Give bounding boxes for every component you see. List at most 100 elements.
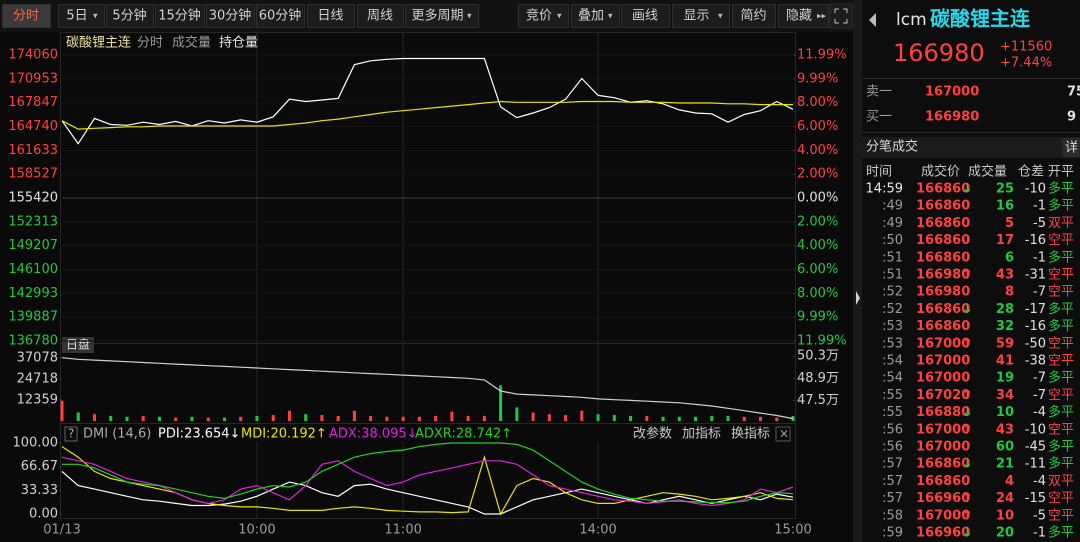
x-tick-label: 01/13 (43, 523, 80, 538)
toolbar-button[interactable] (106, 4, 154, 28)
trade-direction: ↑ (962, 388, 973, 403)
x-tick-label: 10:00 (238, 523, 275, 538)
trade-volume: 43 (996, 422, 1014, 437)
toolbar-button-label: 15分钟 (158, 8, 201, 24)
toolbar-button[interactable] (518, 4, 569, 28)
y2-tick-label: 6.00% (797, 119, 838, 134)
prev-symbol-arrow[interactable] (869, 13, 876, 27)
trade-time: :49 (882, 216, 903, 231)
volume-bar (531, 412, 535, 421)
collapse-handle[interactable] (856, 291, 860, 305)
volume-bar (759, 416, 763, 421)
y2-tick-label: 9.99% (797, 310, 838, 325)
chart-title: 碳酸锂主连 (66, 35, 131, 51)
volume-bar (742, 416, 746, 421)
y-tick-label: 142993 (8, 286, 58, 301)
trade-price: 166880 (916, 405, 970, 420)
toolbar-button[interactable] (58, 4, 105, 28)
chart-tab[interactable]: 成交量 (172, 35, 211, 51)
trade-price: 166860 (916, 199, 970, 214)
toolbar-button-label: 叠加 (578, 9, 604, 24)
trade-volume: 41 (996, 354, 1014, 369)
toolbar-button[interactable] (571, 4, 620, 28)
trade-oi-change: -50 (1025, 336, 1046, 351)
y-tick-label: 37078 (17, 350, 58, 365)
toolbar-button[interactable] (357, 4, 404, 28)
trade-oi-change: -11 (1025, 457, 1046, 472)
dropdown-icon: ▾ (557, 12, 562, 22)
volume-bar (694, 416, 698, 421)
toolbar-button[interactable] (2, 4, 51, 28)
volume-bar (596, 414, 600, 421)
trade-type: 多平 (1048, 456, 1074, 472)
trade-type: 空平 (1048, 388, 1074, 403)
toolbar-button[interactable] (672, 4, 730, 28)
trade-direction: ↑ (962, 422, 973, 437)
trade-volume: 10 (996, 405, 1014, 420)
trade-time: :54 (882, 354, 903, 369)
series-line (62, 442, 794, 504)
quote-price: 166980 (925, 110, 979, 125)
trade-type: 空平 (1048, 422, 1074, 437)
symbol-name: 碳酸锂主连 (930, 7, 1031, 31)
indicator-button[interactable]: 加指标 (682, 427, 721, 442)
trade-type: 多平 (1048, 439, 1074, 455)
toolbar-button[interactable] (155, 4, 205, 28)
y-tick-label: 167847 (8, 95, 58, 110)
chart-tab[interactable]: 分时 (137, 36, 163, 51)
help-icon: ? (68, 427, 74, 441)
volume-bar (417, 416, 421, 421)
y-tick-label: 66.67 (21, 459, 58, 474)
trade-oi-change: -4 (1033, 474, 1046, 489)
trade-price: 166980 (916, 268, 970, 283)
toolbar-button[interactable] (206, 4, 255, 28)
trade-type: 空平 (1048, 491, 1074, 506)
volume-bar (661, 416, 665, 421)
y-tick-label: 155420 (8, 191, 58, 206)
toolbar-button[interactable] (732, 4, 776, 28)
volume-bar (157, 416, 161, 421)
session-label: 日盘 (66, 337, 90, 352)
trade-price: 167020 (916, 388, 970, 403)
volume-bar (352, 410, 356, 421)
trade-time: :51 (882, 250, 903, 265)
dropdown-icon: ▾ (467, 12, 472, 22)
toolbar-button[interactable] (307, 4, 355, 28)
trade-price: 166960 (916, 526, 970, 541)
quote-volume: 75 (1067, 85, 1080, 100)
detail-button[interactable] (1062, 138, 1080, 157)
legend-entry: PDI:23.654↓ (158, 427, 240, 442)
help-button[interactable] (64, 426, 78, 442)
toolbar-button-label: 竞价 (526, 8, 552, 24)
trades-title: 分笔成交 (866, 139, 918, 155)
trade-time: :55 (882, 388, 903, 403)
toolbar-button[interactable] (621, 4, 670, 28)
volume-bar (515, 407, 519, 421)
volume-bar (174, 417, 178, 421)
volume-bar (564, 415, 568, 421)
toolbar-button[interactable] (405, 4, 479, 28)
y-tick-label: 161633 (8, 143, 58, 158)
fullscreen-button[interactable] (829, 3, 853, 29)
toolbar-button[interactable] (256, 4, 305, 28)
volume-bar (255, 415, 259, 421)
trade-time: :51 (882, 268, 903, 283)
chart-tab[interactable]: 持仓量 (219, 36, 258, 51)
column-header: 仓差 (1018, 165, 1044, 180)
close-indicator-button[interactable] (775, 426, 791, 442)
trade-time: :58 (882, 508, 903, 523)
trade-time: :54 (882, 371, 903, 386)
indicator-button[interactable]: 换指标 (731, 427, 770, 442)
price-change: +11560 (1000, 40, 1052, 55)
trade-direction: ↓ (962, 526, 973, 541)
volume-bar (434, 415, 438, 421)
trade-oi-change: -1 (1033, 250, 1046, 265)
toolbar-button[interactable] (778, 4, 829, 28)
indicator-button[interactable]: 改参数 (633, 426, 672, 442)
toolbar-button-label: 5日 (66, 9, 87, 24)
trades-header (862, 137, 1080, 158)
trade-price: 166860 (916, 474, 970, 489)
trade-oi-change: -16 (1025, 233, 1046, 248)
trade-direction: ↓ (962, 405, 973, 420)
